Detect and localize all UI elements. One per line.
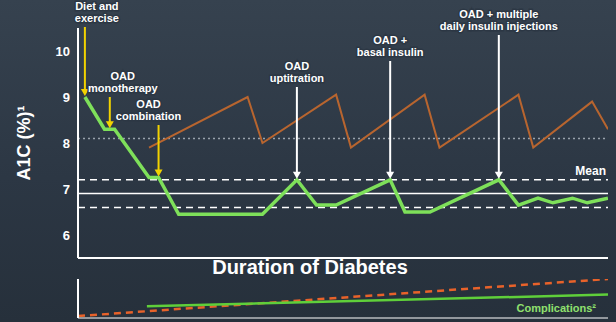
svg-text:10: 10 xyxy=(56,44,70,59)
svg-text:OAD: OAD xyxy=(111,70,136,82)
svg-text:9: 9 xyxy=(63,90,70,105)
svg-text:Diet and: Diet and xyxy=(75,0,118,12)
svg-text:Mean: Mean xyxy=(575,164,606,178)
html-text:A1C (%)¹: A1C (%)¹ xyxy=(14,105,34,181)
svg-text:exercise: exercise xyxy=(75,12,119,24)
svg-text:combination: combination xyxy=(116,110,182,122)
svg-text:daily insulin injections: daily insulin injections xyxy=(440,20,558,32)
svg-text:monotherapy: monotherapy xyxy=(88,82,159,94)
svg-text:7: 7 xyxy=(63,182,70,197)
svg-text:basal insulin: basal insulin xyxy=(357,46,424,58)
svg-text:OAD +: OAD + xyxy=(373,34,407,46)
html-text:Complications²: Complications² xyxy=(516,302,596,314)
html-text:Duration of Diabetes: Duration of Diabetes xyxy=(212,256,408,278)
svg-text:6: 6 xyxy=(63,228,70,243)
svg-text:OAD + multiple: OAD + multiple xyxy=(459,8,538,20)
svg-text:8: 8 xyxy=(63,136,70,151)
svg-text:OAD: OAD xyxy=(136,98,161,110)
svg-text:uptitration: uptitration xyxy=(270,72,325,84)
svg-text:OAD: OAD xyxy=(285,60,310,72)
